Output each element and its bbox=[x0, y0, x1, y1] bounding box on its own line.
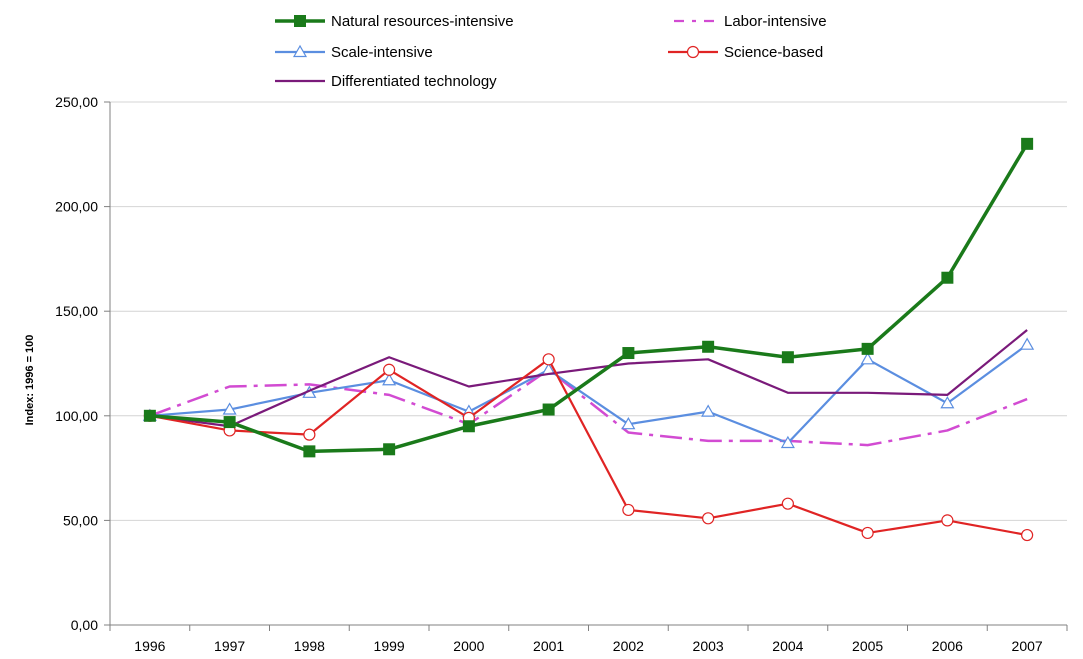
data-point bbox=[702, 512, 715, 525]
data-point bbox=[1021, 137, 1034, 150]
grid-lines bbox=[110, 101, 1067, 521]
series-group bbox=[143, 353, 1034, 542]
x-tick-label: 2005 bbox=[852, 638, 883, 654]
legend-label: Scale-intensive bbox=[331, 44, 433, 61]
data-point bbox=[143, 409, 156, 422]
data-point bbox=[383, 443, 396, 456]
data-point bbox=[686, 45, 700, 59]
data-point bbox=[303, 445, 316, 458]
series-lines bbox=[142, 137, 1035, 542]
data-point bbox=[223, 416, 236, 429]
series-group bbox=[149, 368, 1028, 447]
data-point bbox=[382, 373, 397, 386]
legend-item: Natural resources-intensive bbox=[275, 13, 514, 30]
data-point bbox=[622, 503, 635, 517]
data-point bbox=[383, 363, 396, 376]
series-line bbox=[149, 368, 1028, 447]
data-point bbox=[941, 271, 954, 284]
axes: 0,00 50,00 100,00 150,00 200,00 250,00 1996 199… bbox=[55, 94, 1068, 654]
legend-label: Natural resources-intensive bbox=[331, 13, 514, 30]
y-tick-label: 250,00 bbox=[55, 94, 98, 110]
series-line bbox=[149, 142, 1029, 454]
data-point bbox=[462, 420, 475, 433]
y-tick-label: 50,00 bbox=[63, 512, 98, 528]
data-point bbox=[621, 416, 636, 430]
legend-label: Differentiated technology bbox=[331, 73, 497, 90]
x-tick-label: 2001 bbox=[533, 638, 564, 654]
data-point bbox=[940, 396, 955, 409]
data-point bbox=[861, 342, 874, 355]
data-point bbox=[702, 340, 715, 353]
data-point bbox=[292, 44, 308, 58]
y-tick-label: 100,00 bbox=[55, 408, 98, 424]
series-group bbox=[149, 329, 1028, 428]
legend-item: Scale-intensive bbox=[275, 44, 433, 61]
legend-item: Labor-intensive bbox=[674, 13, 827, 30]
data-point bbox=[1020, 337, 1035, 350]
y-tick-label: 200,00 bbox=[55, 199, 98, 215]
data-point bbox=[294, 15, 306, 27]
x-tick-label: 1999 bbox=[374, 638, 405, 654]
x-tick-label: 2004 bbox=[772, 638, 803, 654]
legend-item: Differentiated technology bbox=[275, 73, 497, 90]
x-tick-label: 2006 bbox=[932, 638, 963, 654]
x-tick-label: 1996 bbox=[134, 638, 165, 654]
x-tick-label: 2003 bbox=[693, 638, 724, 654]
series-group bbox=[143, 137, 1034, 458]
data-point bbox=[861, 526, 874, 540]
x-tick-label: 2007 bbox=[1012, 638, 1043, 654]
y-tick-label: 150,00 bbox=[55, 303, 98, 319]
data-point bbox=[781, 497, 794, 510]
data-point bbox=[860, 352, 875, 365]
data-point bbox=[622, 347, 635, 360]
data-point bbox=[303, 428, 316, 441]
x-tick-label: 1998 bbox=[294, 638, 325, 654]
series-line bbox=[149, 329, 1028, 428]
y-tick-label: 0,00 bbox=[71, 617, 98, 633]
data-point bbox=[542, 353, 555, 366]
legend-label: Labor-intensive bbox=[724, 13, 827, 30]
legend-item: Science-based bbox=[668, 44, 823, 61]
series-line bbox=[149, 358, 1028, 537]
legend: Natural resources-intensive Labor-intensi… bbox=[275, 13, 827, 90]
data-point bbox=[701, 404, 716, 417]
data-point bbox=[542, 403, 555, 416]
x-tick-label: 2002 bbox=[613, 638, 644, 654]
data-point bbox=[941, 514, 954, 527]
data-point bbox=[1021, 528, 1034, 542]
y-axis-title: Index: 1996 = 100 bbox=[24, 335, 36, 426]
x-tick-label: 2000 bbox=[453, 638, 484, 654]
data-point bbox=[781, 351, 794, 364]
data-point bbox=[222, 402, 237, 415]
x-tick-label: 1997 bbox=[214, 638, 245, 654]
legend-label: Science-based bbox=[724, 44, 823, 61]
data-point bbox=[780, 435, 795, 449]
